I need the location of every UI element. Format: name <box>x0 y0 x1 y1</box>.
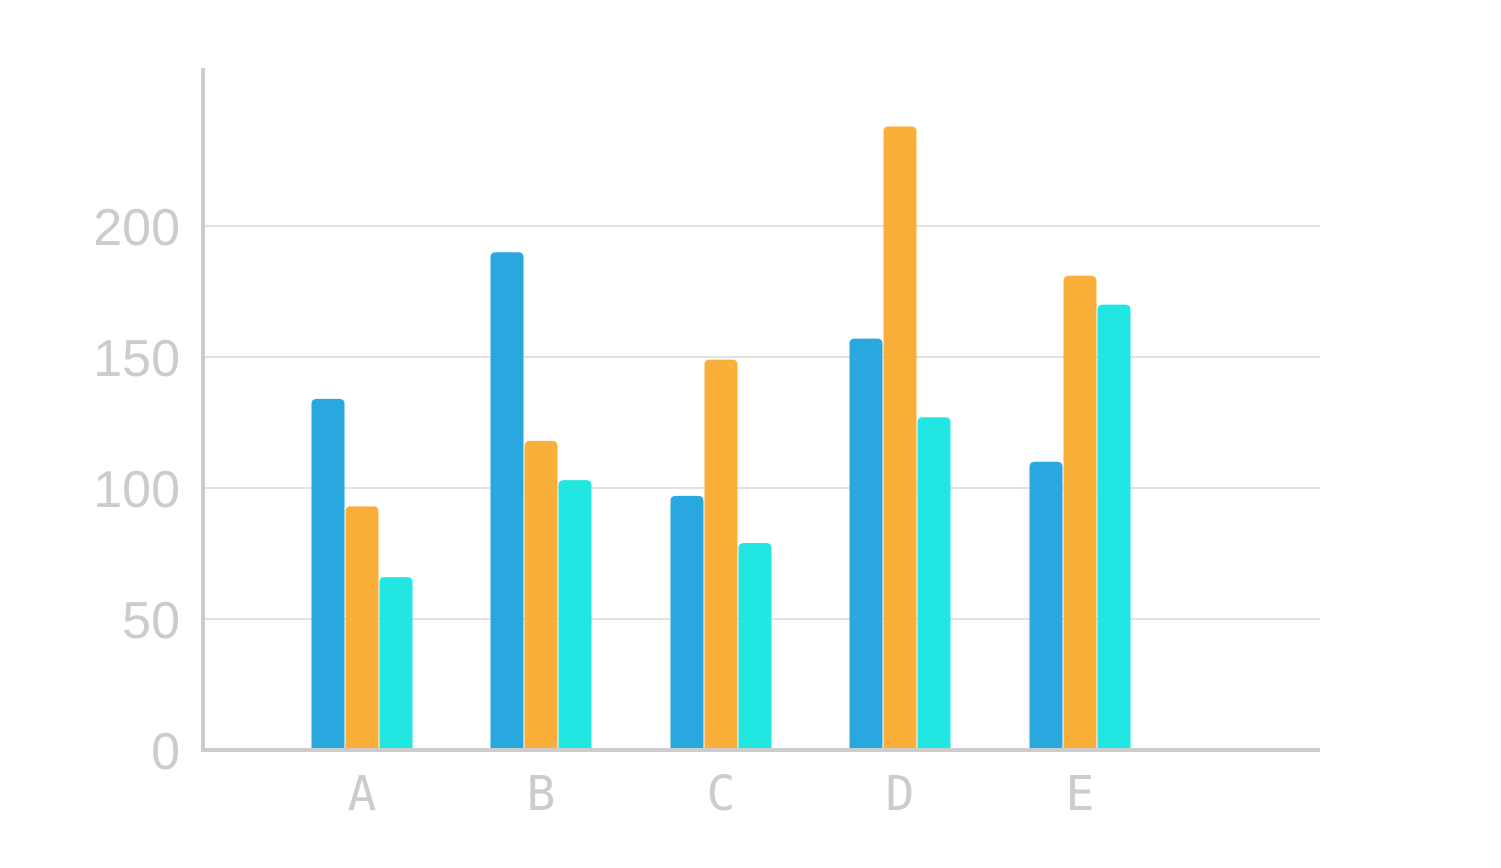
y-tick-label: 50 <box>122 592 180 650</box>
y-tick-label: 0 <box>151 723 180 781</box>
bar-D-series-1 <box>849 338 883 748</box>
bar-E-series-2 <box>1063 275 1097 748</box>
bar-E-series-1 <box>1029 461 1063 748</box>
bar-C-series-1 <box>670 495 704 748</box>
bar-E-series-3 <box>1097 304 1131 748</box>
x-tick-label: A <box>348 766 377 822</box>
bar-B-series-2 <box>524 440 558 748</box>
y-tick-label: 100 <box>93 461 180 519</box>
y-tick-label: 150 <box>93 330 180 388</box>
bars <box>311 126 1131 748</box>
bar-A-series-1 <box>311 398 345 748</box>
bar-C-series-2 <box>704 359 738 748</box>
x-tick-labels: A B C D E <box>348 766 1095 822</box>
y-tick-label: 200 <box>93 199 180 257</box>
bar-D-series-2 <box>883 126 917 748</box>
x-tick-label: B <box>527 766 556 822</box>
axes <box>201 68 1320 752</box>
bar-A-series-3 <box>379 577 413 748</box>
y-tick-labels: 0 50 100 150 200 <box>93 199 180 781</box>
x-tick-label: C <box>707 766 736 822</box>
bar-D-series-3 <box>917 417 951 748</box>
x-tick-label: E <box>1066 766 1095 822</box>
x-tick-label: D <box>886 766 915 822</box>
bar-B-series-3 <box>558 480 592 748</box>
bar-C-series-3 <box>738 543 772 748</box>
bar-A-series-2 <box>345 506 379 748</box>
bar-B-series-1 <box>490 252 524 748</box>
